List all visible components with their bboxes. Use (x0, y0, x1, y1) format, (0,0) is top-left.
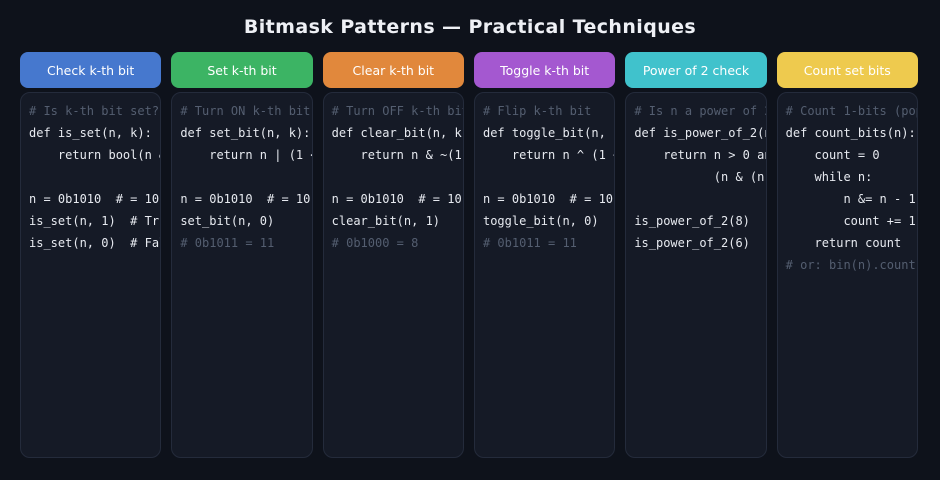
code-line: n = 0b1010 # = 10 (482, 192, 614, 206)
code-line: is_set(n, 1) # True (29, 214, 162, 228)
code-line: return count (785, 236, 902, 250)
code-line: count = 0 (785, 148, 880, 162)
code-line: toggle_bit(n, 0) (482, 214, 599, 228)
code-line-comment: # 0b1011 = 11 (482, 236, 577, 250)
code-line: while n: (785, 170, 873, 184)
code-line-comment: # Is k-th bit set? (29, 104, 160, 118)
code-line: n = 0b1010 # = 10 (180, 192, 311, 206)
pattern-header-set-kth-bit[interactable]: Set k-th bit (171, 52, 313, 88)
code-line-comment: # or: bin(n).count('1') (785, 258, 917, 272)
code-line: def set_bit(n, k): (180, 126, 311, 140)
pattern-column-count-set-bits: Count set bits # Count 1-bits (popcount)… (776, 52, 918, 458)
pattern-column-clear-kth-bit: Clear k-th bit # Turn OFF k-th bit def cl… (322, 52, 464, 458)
code-line-comment: # Is n a power of 2? (634, 104, 767, 118)
code-line: return bool(n & (1 << k)) (57, 148, 160, 162)
code-line: n = 0b1010 # = 10 (29, 192, 160, 206)
pattern-column-set-kth-bit: Set k-th bit # Turn ON k-th bit def set_b… (171, 52, 313, 458)
pattern-column-check-kth-bit: Check k-th bit # Is k-th bit set? def is_… (20, 52, 162, 458)
code-line: def count_bits(n): (785, 126, 916, 140)
pattern-header-count-set-bits[interactable]: Count set bits (776, 52, 918, 88)
columns-container: Check k-th bit # Is k-th bit set? def is_… (0, 52, 940, 458)
code-line: is_power_of_2(8) (634, 214, 750, 228)
code-line (180, 166, 311, 188)
pattern-column-power-of-2-check: Power of 2 check # Is n a power of 2? def… (625, 52, 767, 458)
code-line: def clear_bit(n, k): (331, 126, 464, 140)
code-line-comment: # 0b1000 = 8 (331, 236, 419, 250)
code-line-comment: # Turn ON k-th bit (180, 104, 311, 118)
code-line-comment: # Turn OFF k-th bit (331, 104, 464, 118)
code-line: return n > 0 and \ (663, 148, 765, 162)
code-card: # Flip k-th bit def toggle_bit(n, k): ret… (473, 92, 616, 458)
code-card: # Count 1-bits (popcount) def count_bits(… (776, 92, 918, 458)
code-line: count += 1 (785, 214, 916, 228)
code-line: def is_set(n, k): (29, 126, 152, 140)
code-line: set_bit(n, 0) (180, 214, 275, 228)
code-line: return n | (1 << k) (209, 148, 311, 162)
code-card: # Is n a power of 2? def is_power_of_2(n)… (625, 92, 767, 458)
code-line-comment: # Flip k-th bit (482, 104, 592, 118)
code-line: return n & ~(1 << k) (360, 148, 462, 162)
pattern-header-clear-kth-bit[interactable]: Clear k-th bit (322, 52, 464, 88)
code-line: n = 0b1010 # = 10 (331, 192, 462, 206)
code-card: # Is k-th bit set? def is_set(n, k): retu… (20, 92, 162, 458)
code-line: n &= n - 1 (785, 192, 916, 206)
code-line: clear_bit(n, 1) (331, 214, 441, 228)
pattern-header-toggle-kth-bit[interactable]: Toggle k-th bit (473, 52, 616, 88)
code-line: def is_power_of_2(n): (634, 126, 765, 140)
code-line (332, 166, 463, 188)
code-line-comment: # Count 1-bits (popcount) (785, 104, 917, 118)
code-line: return n ^ (1 << k) (511, 148, 614, 162)
code-card: # Turn ON k-th bit def set_bit(n, k): ret… (171, 92, 313, 458)
code-line (634, 188, 765, 210)
code-line: (n & (n - 1)) == 0 (713, 170, 765, 184)
pattern-header-power-of-2-check[interactable]: Power of 2 check (625, 52, 767, 88)
code-card: # Turn OFF k-th bit def clear_bit(n, k): … (322, 92, 464, 458)
code-line: is_power_of_2(6) (634, 236, 750, 250)
pattern-header-check-kth-bit[interactable]: Check k-th bit (20, 52, 162, 88)
page-title: Bitmask Patterns — Practical Techniques (243, 16, 697, 38)
code-line (483, 166, 614, 188)
pattern-column-toggle-kth-bit: Toggle k-th bit # Flip k-th bit def toggl… (473, 52, 616, 458)
code-line: def toggle_bit(n, k): (482, 126, 614, 140)
code-line-comment: # 0b1011 = 11 (180, 236, 275, 250)
code-line: is_set(n, 0) # False (29, 236, 160, 250)
code-line (29, 166, 160, 188)
